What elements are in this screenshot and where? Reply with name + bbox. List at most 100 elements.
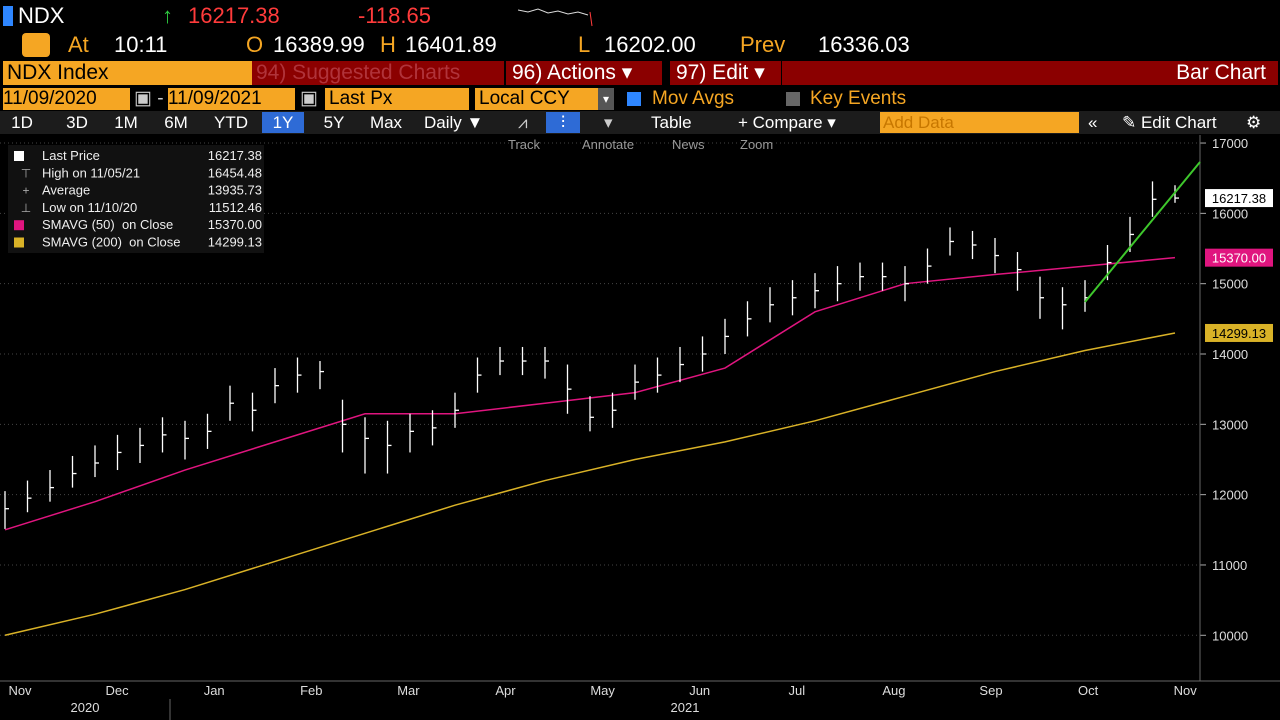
y-tick-label: 13000 <box>1212 417 1248 432</box>
legend-label: SMAVG (50) on Close <box>42 217 173 232</box>
compare-label: + Compare <box>738 113 823 132</box>
actions-menu[interactable]: 96) Actions ▾ <box>506 61 662 85</box>
ticker-marker <box>3 6 13 26</box>
add-data[interactable]: Add Data <box>880 112 1079 133</box>
suggested-charts[interactable]: 94) Suggested Charts <box>252 61 504 85</box>
moving-average <box>4 332 1176 637</box>
compare-button[interactable]: + Compare ▾ <box>738 113 836 132</box>
trend-line <box>1084 161 1201 303</box>
legend-swatch <box>14 151 24 161</box>
period-button[interactable]: Max <box>369 113 403 132</box>
legend-bg <box>8 145 264 253</box>
prev: 16336.03 <box>818 32 910 57</box>
x-tick-label: May <box>590 683 615 698</box>
low: 16202.00 <box>604 32 696 57</box>
calendar-icon[interactable]: ▣ <box>300 88 318 109</box>
legend-symbol: ⊥ <box>21 201 31 215</box>
high: 16401.89 <box>405 32 497 57</box>
x-tick-label: Nov <box>8 683 32 698</box>
x-tick-label: Jan <box>204 683 225 698</box>
x-tick-label: Jul <box>788 683 805 698</box>
last-price: 16217.38 <box>188 3 280 28</box>
price-tag-label: 14299.13 <box>1212 326 1266 341</box>
up-arrow: ↑ <box>162 3 173 28</box>
end-date[interactable]: 11/09/2021 <box>168 88 295 110</box>
prev-label: Prev <box>740 32 786 57</box>
period-button[interactable]: 3D <box>66 113 88 132</box>
chart: 10000 11000 12000 13000 14000 15000 16000 17000… <box>0 135 1280 720</box>
open: 16389.99 <box>273 32 365 57</box>
period-button[interactable]: 1D <box>11 113 33 132</box>
chart-tool: Annotate <box>582 137 634 152</box>
period-button[interactable]: 1Y <box>262 112 304 133</box>
x-tick-label: Apr <box>495 683 516 698</box>
time-label: At <box>68 32 89 57</box>
legend-value: 13935.73 <box>208 183 262 198</box>
sparkline <box>518 8 593 27</box>
security-field[interactable]: NDX Index <box>3 61 252 85</box>
x-tick-label: Nov <box>1174 683 1198 698</box>
legend-value: 14299.13 <box>208 235 262 250</box>
clock-icon <box>22 33 50 57</box>
time: 10:11 <box>114 32 168 57</box>
mov-avgs[interactable]: Mov Avgs <box>652 88 735 109</box>
edit-chart-label: Edit Chart <box>1140 113 1217 132</box>
collapse[interactable]: « <box>1088 113 1098 132</box>
checkbox-checked[interactable] <box>627 92 641 106</box>
price-tag-label: 16217.38 <box>1212 191 1266 206</box>
legend-label: Last Price <box>42 148 100 163</box>
net-change: -118.65 <box>358 3 431 28</box>
line-icon[interactable]: ⩘ <box>518 113 528 132</box>
period-button[interactable]: 6M <box>164 113 188 132</box>
legend-label: Average <box>42 183 90 198</box>
ticker: NDX <box>18 3 65 28</box>
legend-value: 16454.48 <box>208 165 262 180</box>
y-tick-label: 11000 <box>1212 558 1247 573</box>
price-tag-label: 15370.00 <box>1212 251 1266 266</box>
legend-value: 15370.00 <box>208 217 262 232</box>
field-select[interactable]: Last Px <box>325 88 469 110</box>
x-tick-label: Dec <box>106 683 130 698</box>
period-button[interactable]: YTD <box>214 113 248 132</box>
edit-label: 97) Edit <box>676 61 749 84</box>
checkbox[interactable] <box>786 92 800 106</box>
open-label: O <box>246 32 264 57</box>
y-tick-label: 17000 <box>1212 136 1248 151</box>
edit-chart[interactable]: ✎ Edit Chart <box>1122 113 1217 132</box>
dropdown[interactable]: ▾ <box>604 113 613 132</box>
y-tick-label: 12000 <box>1212 488 1248 503</box>
price-tag <box>1205 323 1273 342</box>
edit-menu[interactable]: 97) Edit ▾ <box>670 61 781 85</box>
x-tick-label: Mar <box>397 683 420 698</box>
legend-symbol: + <box>22 184 29 198</box>
y-tick-label: 16000 <box>1212 206 1248 221</box>
year-label: 2021 <box>671 700 700 715</box>
key-events[interactable]: Key Events <box>810 88 907 109</box>
high-label: H <box>380 32 396 57</box>
dropdown[interactable]: ▾ <box>598 88 614 110</box>
period-button[interactable]: 5Y <box>323 113 345 132</box>
legend-swatch <box>14 220 24 231</box>
legend-swatch <box>14 237 24 248</box>
x-tick-label: Feb <box>300 683 322 698</box>
y-tick-label: 15000 <box>1212 277 1248 292</box>
price-tag <box>1205 248 1273 267</box>
frequency[interactable]: Daily ▼ <box>424 113 484 132</box>
x-tick-label: Sep <box>979 683 1002 698</box>
table-button[interactable]: Table <box>651 113 692 132</box>
currency-select[interactable]: Local CCY <box>475 88 599 110</box>
calendar-icon[interactable]: ▣ - <box>134 88 164 109</box>
start-date[interactable]: 11/09/2020 <box>3 88 130 110</box>
chart-tool: Track <box>508 137 541 152</box>
period-button[interactable]: 1M <box>114 113 138 132</box>
y-tick-label: 14000 <box>1212 347 1248 362</box>
settings-icon[interactable]: ⚙ <box>1246 113 1262 132</box>
bar-icon[interactable]: ⫶ <box>546 112 580 133</box>
y-tick-label: 10000 <box>1212 628 1248 643</box>
chart-tool: News <box>672 137 705 152</box>
legend-label: High on 11/05/21 <box>42 165 140 180</box>
x-tick-label: Oct <box>1078 683 1099 698</box>
chart-type: Bar Chart <box>782 61 1278 85</box>
legend-value: 16217.38 <box>208 148 262 163</box>
